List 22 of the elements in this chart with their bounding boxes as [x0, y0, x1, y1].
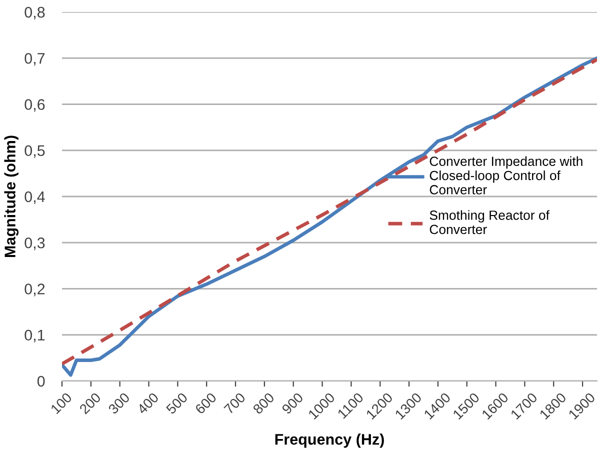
x-tick-label: 200 — [78, 392, 102, 415]
x-tick-label: 800 — [252, 392, 275, 415]
y-tick-label: 0,4 — [24, 191, 45, 204]
y-axis-title: Magnitude (ohm) — [4, 136, 19, 257]
y-tick-label: 0,7 — [24, 52, 45, 66]
y-tick-label: 0,3 — [24, 237, 45, 250]
y-tick-label: 0,6 — [24, 99, 45, 112]
x-tick-label: 100 — [50, 392, 72, 414]
legend-label: Converter Impedance with Closed-loop Control of Converter — [430, 156, 582, 194]
x-tick-label: 300 — [108, 392, 130, 415]
y-tick-label: 0,5 — [24, 145, 45, 158]
x-tick-label: 700 — [224, 392, 246, 415]
y-tick-label: 0,2 — [24, 284, 45, 296]
x-tick-label: 900 — [281, 392, 304, 415]
x-tick-label: 400 — [136, 392, 160, 415]
legend-label: Smothing Reactor of Converter — [430, 210, 550, 234]
y-tick-label: 0,8 — [24, 6, 45, 20]
x-tick-label: 600 — [194, 392, 218, 415]
x-axis-title: Frequency (Hz) — [275, 434, 384, 448]
y-tick-label: 0,1 — [24, 330, 45, 342]
x-tick-label: 500 — [166, 392, 188, 415]
y-tick-label: 0 — [37, 376, 45, 387]
